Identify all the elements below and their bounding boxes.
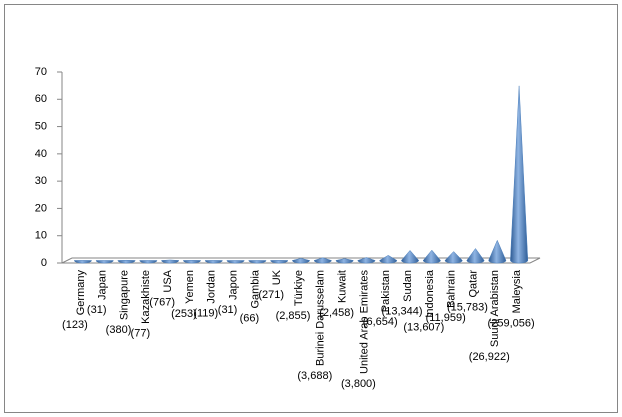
category-count: (3,688) [297, 370, 332, 382]
x-tick-label: Gambia [249, 269, 261, 308]
cone [510, 85, 529, 264]
x-tick-label: Burinei Darusselam [315, 270, 327, 366]
category-count: (119) [193, 308, 218, 320]
category-count: (259,056) [488, 317, 535, 329]
category-count: (26,922) [469, 351, 510, 363]
x-tick-label: Yemen [184, 270, 196, 304]
cone [422, 249, 441, 264]
y-tick-label: 30 [35, 175, 47, 187]
x-tick-label: Bahrain [446, 270, 458, 308]
category-count: (66) [240, 312, 260, 324]
category-count: (77) [131, 328, 151, 340]
category-count: (123) [62, 319, 88, 331]
floor [61, 257, 541, 264]
category-count: (31) [87, 304, 107, 316]
cone [379, 255, 398, 264]
cone [357, 257, 376, 264]
cone [139, 260, 158, 264]
cone [226, 260, 245, 264]
y-tick-label: 60 [35, 93, 47, 105]
x-tick-label: Jordan [206, 270, 218, 304]
cone [444, 251, 463, 264]
category-count: (31) [218, 304, 238, 316]
x-tick-label: Maleysia [511, 269, 523, 313]
category-count: (2,458) [319, 307, 354, 319]
x-tick-label: United Arab Emirates [358, 270, 370, 374]
y-tick-label: 10 [35, 230, 47, 242]
cone [182, 260, 201, 264]
x-tick-label: Sudan [402, 270, 414, 302]
x-tick-label: Japon [227, 270, 239, 300]
category-count: (2,855) [276, 310, 311, 322]
category-count: (767) [149, 297, 175, 309]
cone [313, 257, 332, 264]
y-tick-label: 50 [35, 120, 47, 132]
cone [270, 260, 289, 264]
x-tick-label: Türkiye [293, 270, 305, 306]
category-count: (6,654) [363, 316, 398, 328]
cone [488, 239, 507, 264]
y-tick-label: 20 [35, 202, 47, 214]
category-count: (271) [258, 289, 284, 301]
cone [401, 250, 420, 264]
y-tick-label: 40 [35, 148, 47, 160]
cone [466, 248, 485, 264]
y-tick-label: 0 [41, 257, 47, 269]
x-tick-label: Germany [75, 270, 87, 316]
category-count: (15,783) [447, 301, 488, 313]
cone [161, 259, 180, 264]
x-tick-label: Qatar [467, 270, 479, 298]
x-tick-label: Kuwait [337, 270, 349, 303]
x-tick-label: USA [162, 269, 174, 292]
chart-frame [4, 4, 618, 413]
cone [248, 260, 267, 264]
x-tick-label: Pakistan [380, 270, 392, 312]
cone [117, 259, 136, 264]
cone [292, 258, 310, 264]
category-count: (13,607) [403, 322, 444, 334]
cone [335, 258, 354, 264]
cone [73, 260, 92, 264]
cone [95, 260, 114, 264]
y-tick-label: 70 [35, 66, 47, 78]
x-tick-label: Kazakhiste [140, 270, 152, 324]
x-tick-label: UK [271, 269, 283, 285]
category-count: (3,800) [341, 378, 376, 390]
x-tick-label: Indonesia [424, 269, 436, 318]
category-count: (11,959) [426, 312, 466, 324]
category-count: (253) [171, 308, 197, 320]
cone [204, 260, 223, 264]
x-tick-label: Singapure [118, 270, 130, 320]
x-tick-label: Suudi Arabistan [489, 270, 501, 347]
category-count: (380) [106, 324, 132, 336]
x-tick-label: Japan [97, 270, 109, 300]
category-count: (13,344) [382, 306, 423, 318]
